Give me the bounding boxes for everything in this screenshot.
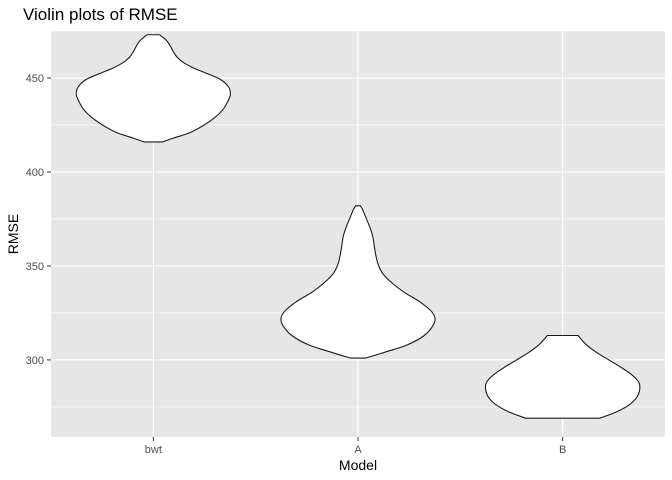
x-tick-label-bwt: bwt — [145, 444, 162, 456]
chart-title: Violin plots of RMSE — [23, 5, 178, 24]
x-axis-ticks: bwt A B — [145, 437, 566, 456]
x-axis-title: Model — [339, 457, 377, 473]
violin-bwt — [75, 34, 231, 143]
y-tick-label: 450 — [26, 73, 44, 85]
violins — [75, 34, 641, 419]
x-tick-label-b: B — [559, 444, 566, 456]
y-axis-ticks: 300 350 400 450 — [26, 73, 51, 367]
y-tick-label: 350 — [26, 261, 44, 273]
violin-a — [280, 205, 436, 359]
y-tick-label: 300 — [26, 355, 44, 367]
y-tick-label: 400 — [26, 167, 44, 179]
x-tick-label-a: A — [354, 444, 362, 456]
violin-b — [484, 334, 641, 419]
y-axis-title: RMSE — [5, 214, 21, 254]
